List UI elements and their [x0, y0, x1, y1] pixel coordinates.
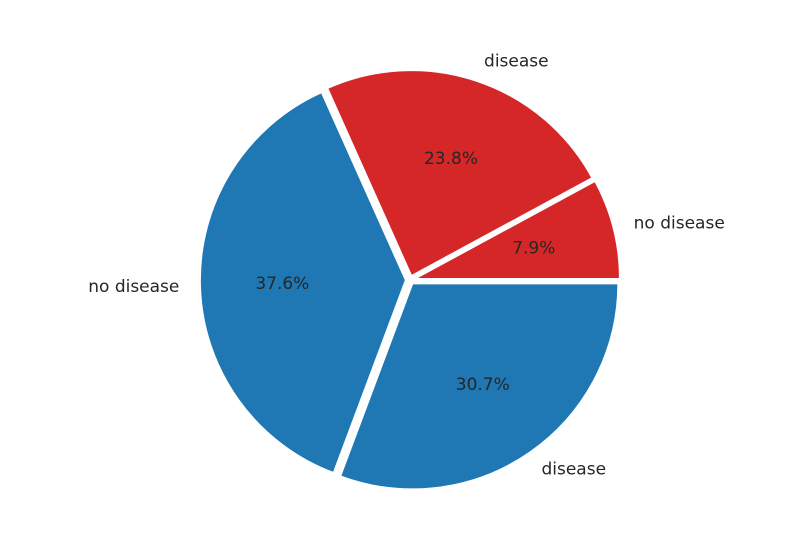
pie-slice-1 — [326, 69, 594, 278]
pie-slice-0-percent: 7.9% — [512, 239, 555, 259]
pie-slice-2-label: no disease — [88, 277, 179, 297]
pie-slice-3-label: disease — [541, 460, 606, 480]
pie-slice-3-percent: 30.7% — [456, 375, 510, 395]
pie-slice-2-percent: 37.6% — [255, 274, 309, 294]
pie-slice-0-label: no disease — [634, 213, 725, 233]
pie-slice-0 — [412, 179, 621, 280]
pie-slice-1-percent: 23.8% — [424, 149, 478, 169]
pie-slice-3 — [339, 282, 620, 491]
pie-labels: 7.9% no disease 23.8% disease 37.6% no diseas… — [88, 51, 725, 479]
pie-slice-1-label: disease — [484, 51, 549, 71]
pie-slice-2 — [198, 91, 407, 475]
pie-slices — [198, 69, 621, 491]
